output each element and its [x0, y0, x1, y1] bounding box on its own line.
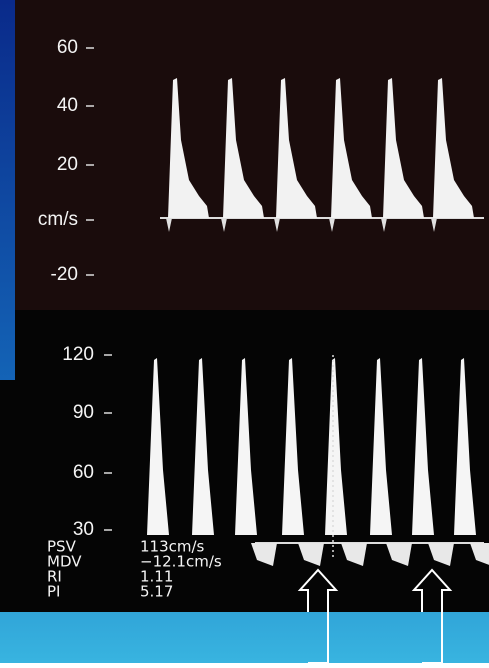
axis-label: 40 [57, 95, 78, 116]
axis-label: 90 [73, 402, 94, 423]
page: {"top_panel": {"ticks": ["60", "40", "20… [0, 0, 489, 663]
bottom-panel-edge [0, 380, 15, 612]
doppler-slide: 604020cm/s-20120906030PSV113cm/sMDV−12.1… [0, 0, 489, 663]
axis-label: cm/s [38, 209, 78, 230]
axis-label: 60 [57, 37, 78, 58]
measurement-value: 5.17 [140, 583, 173, 601]
axis-label: 30 [73, 519, 94, 540]
top-doppler-panel [15, 0, 489, 312]
measurement-label: PI [47, 583, 60, 601]
axis-label: 60 [73, 462, 94, 483]
axis-label: 120 [62, 344, 94, 365]
axis-label: 20 [57, 154, 78, 175]
axis-label: -20 [51, 264, 78, 285]
